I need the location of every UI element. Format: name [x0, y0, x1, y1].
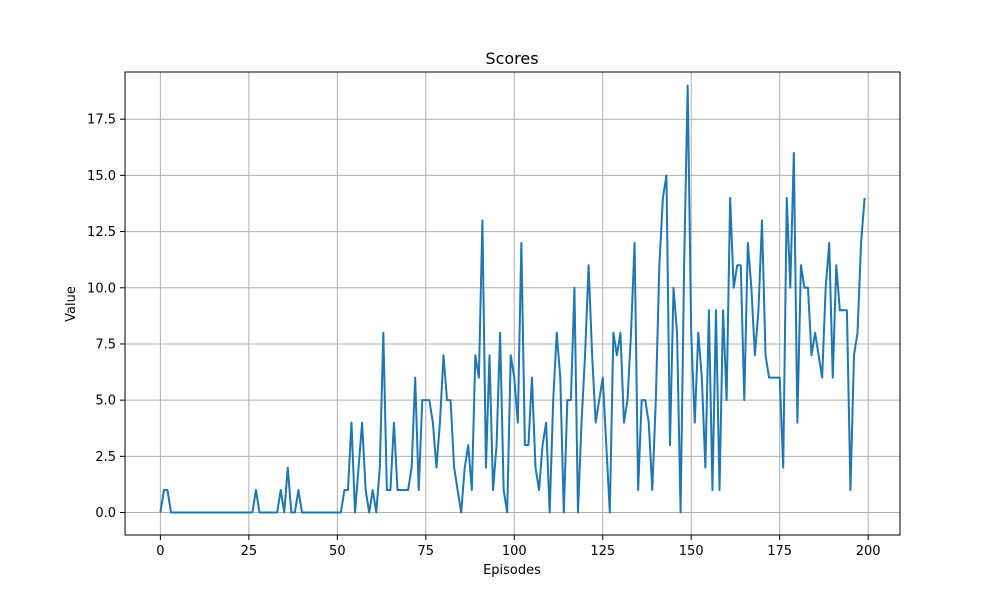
x-axis-label: Episodes — [483, 563, 541, 578]
y-tick-label: 10.0 — [87, 281, 116, 296]
x-tick-label: 150 — [679, 544, 704, 559]
x-tick-label: 125 — [590, 544, 615, 559]
y-tick-label: 12.5 — [87, 225, 116, 240]
x-tick-label: 100 — [502, 544, 527, 559]
grid-lines — [125, 72, 900, 535]
chart-title: Scores — [485, 49, 538, 68]
x-tick-label: 200 — [856, 544, 881, 559]
x-tick-label: 50 — [329, 544, 346, 559]
y-tick-label: 2.5 — [95, 450, 116, 465]
x-tick-label: 25 — [241, 544, 258, 559]
y-tick-label: 5.0 — [95, 394, 116, 409]
x-tick-label: 175 — [767, 544, 792, 559]
y-tick-label: 0.0 — [95, 506, 116, 521]
x-tick-label: 75 — [418, 544, 435, 559]
y-axis-label: Value — [64, 286, 79, 322]
y-axis-ticks: 0.0 2.5 5.0 7.5 10.0 12.5 15.0 17.5 — [87, 113, 125, 521]
y-tick-label: 7.5 — [95, 337, 116, 352]
x-axis-ticks: 0 25 50 75 100 125 150 175 200 — [156, 535, 881, 559]
y-tick-label: 17.5 — [87, 113, 116, 128]
plot-frame — [124, 71, 901, 536]
x-tick-label: 0 — [156, 544, 164, 559]
y-tick-label: 15.0 — [87, 169, 116, 184]
series-line — [159, 84, 866, 514]
